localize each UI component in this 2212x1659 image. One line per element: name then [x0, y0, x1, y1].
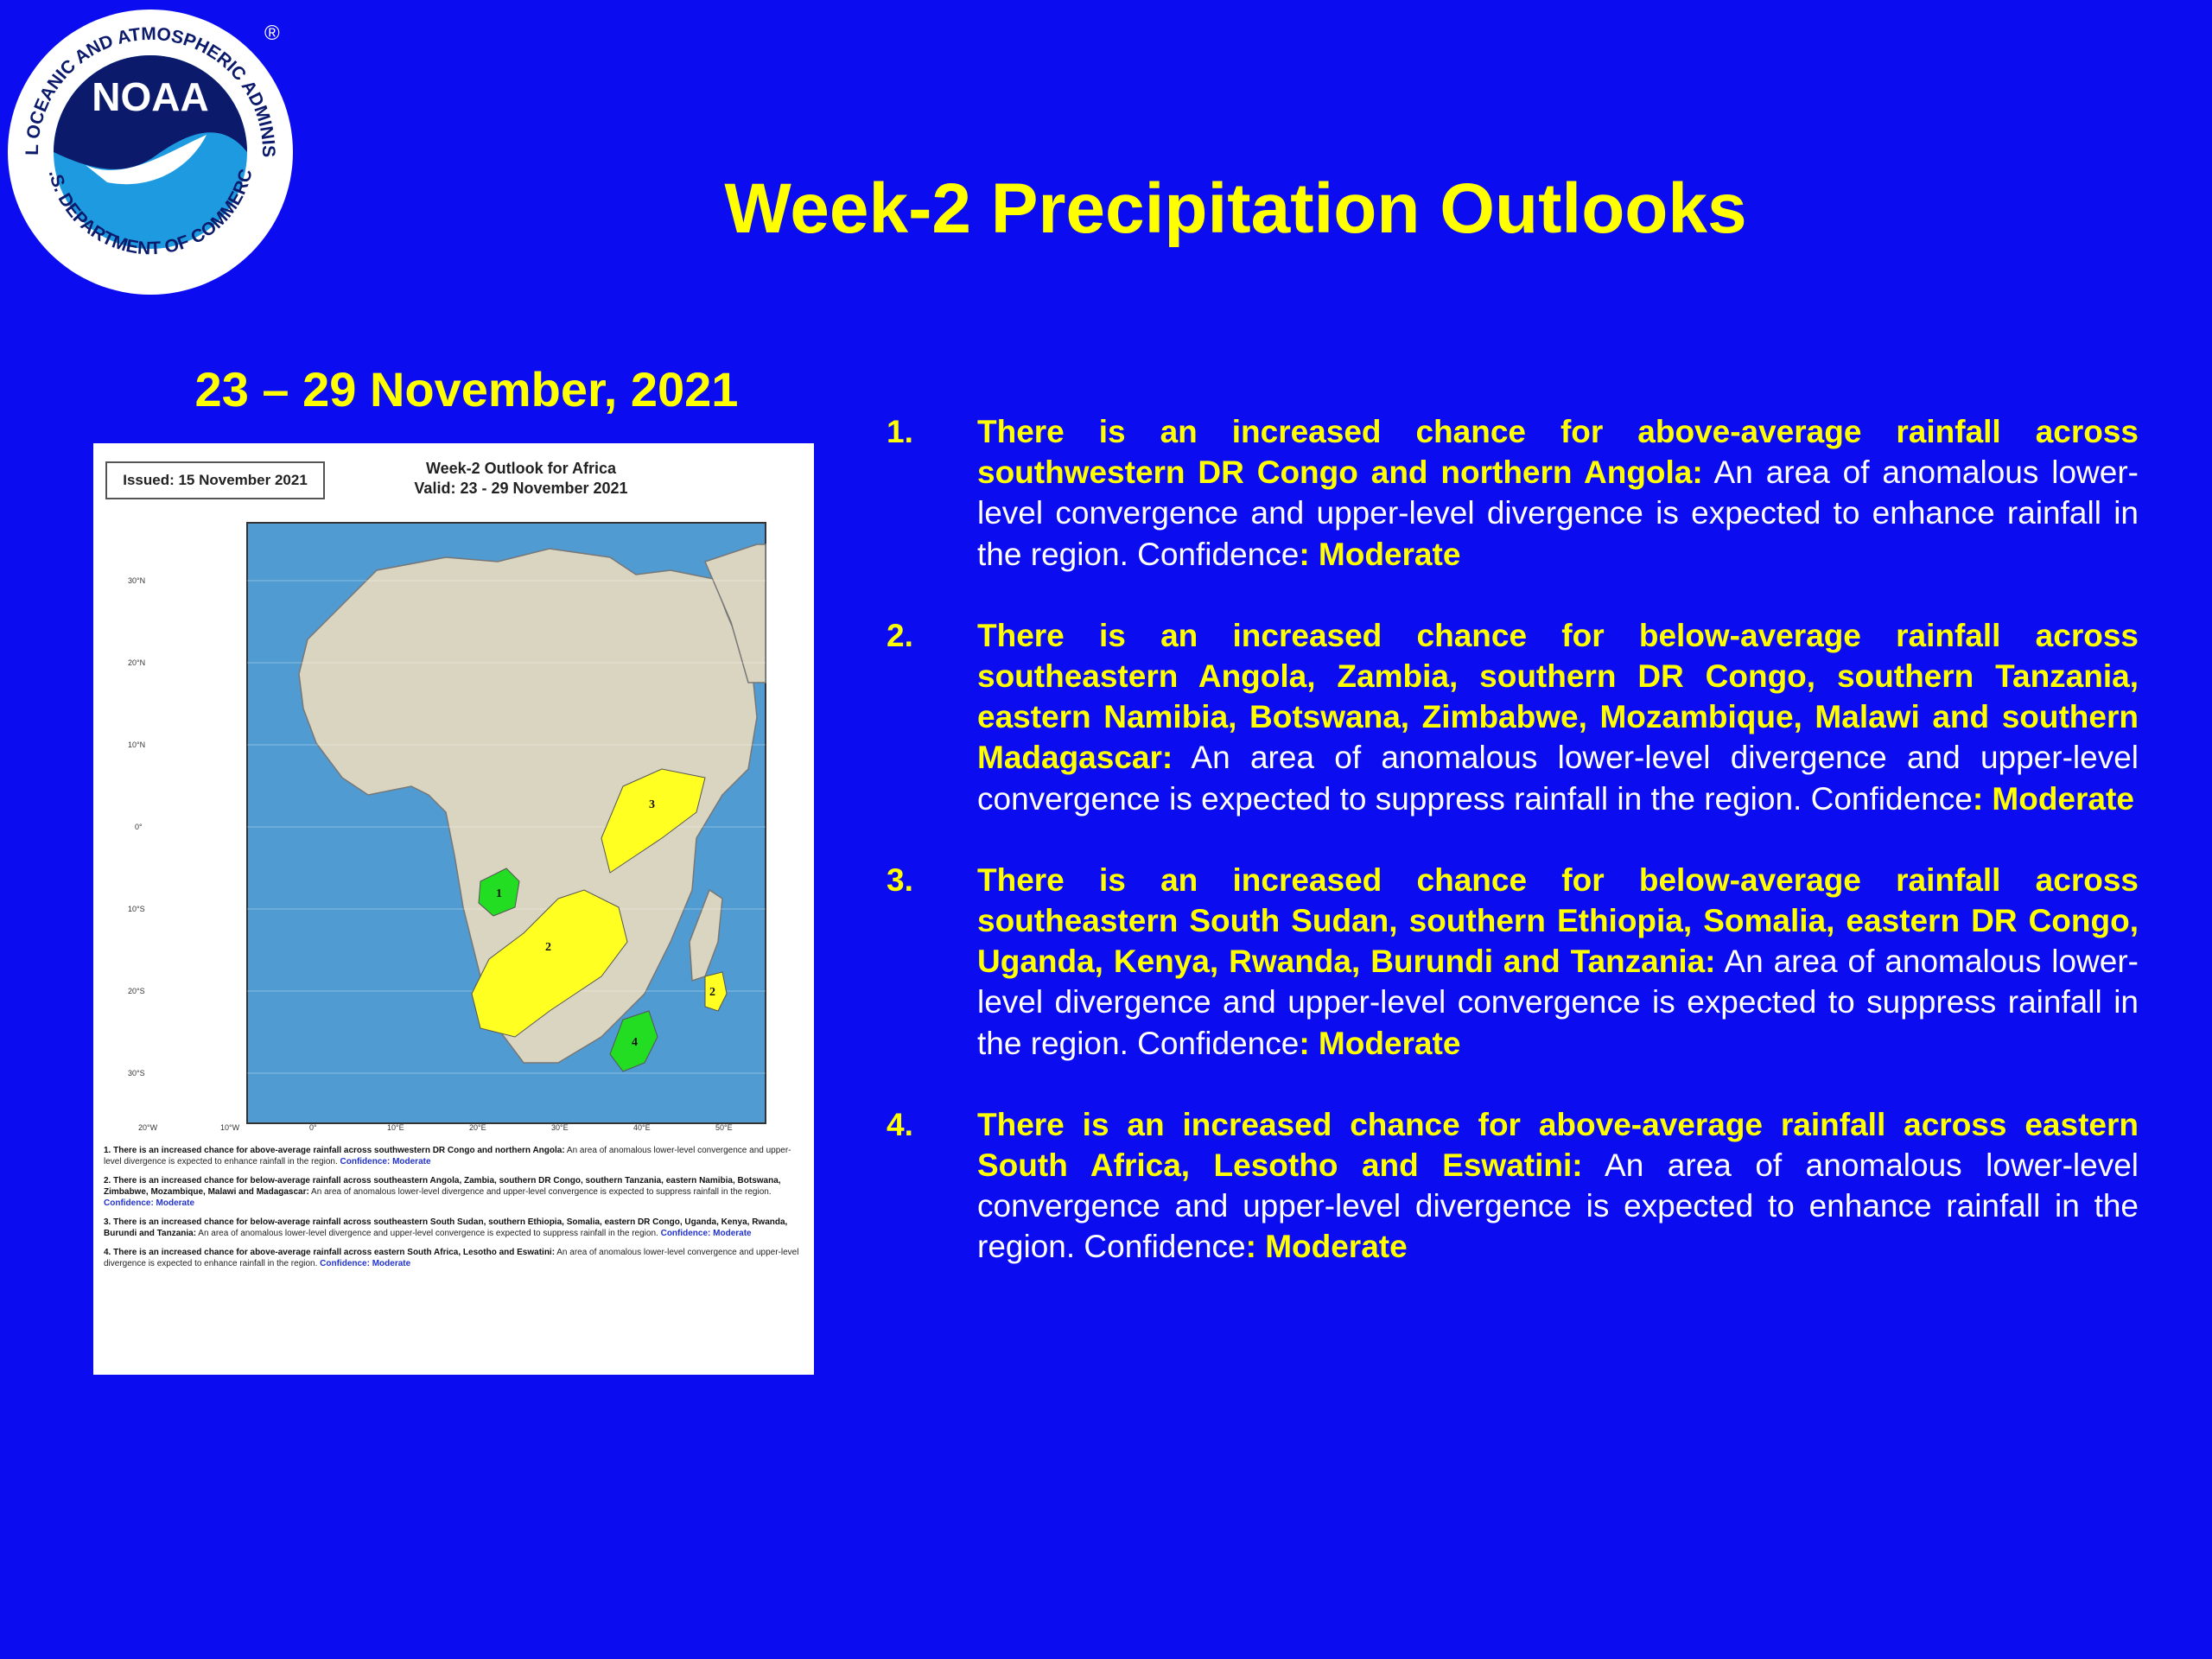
outlook-item: 4. There is an increased chance for abov…: [881, 1104, 2139, 1268]
region-label-1: 1: [496, 887, 502, 900]
lon-label: 30°E: [551, 1123, 569, 1132]
lon-label: 20°E: [469, 1123, 486, 1132]
figure-title-line1: Week-2 Outlook for Africa: [425, 460, 617, 477]
item-number: 3.: [887, 861, 913, 898]
lat-label: 30°N: [128, 576, 146, 585]
lat-label: 0°: [135, 823, 143, 831]
page-title: Week-2 Precipitation Outlooks: [724, 169, 1747, 248]
outlook-map-figure: Issued: 15 November 2021 Week-2 Outlook …: [93, 443, 814, 1375]
region-label-2b: 2: [709, 986, 715, 999]
date-range: 23 – 29 November, 2021: [194, 362, 739, 416]
outlook-list: 1. There is an increased chance for abov…: [881, 411, 2139, 1308]
lat-label: 20°N: [128, 658, 146, 667]
svg-text:®: ®: [264, 22, 280, 45]
lat-label: 20°S: [128, 987, 145, 995]
item-number: 1.: [887, 414, 913, 449]
noaa-logo: NOAA NATIONAL OCEANIC AND ATMOSPHERIC AD…: [3, 5, 293, 295]
region-label-2: 2: [545, 941, 551, 954]
lon-label: 10°E: [387, 1123, 404, 1132]
region-label-4: 4: [632, 1036, 638, 1049]
item-text: There is an increased chance for below-a…: [977, 861, 2139, 1061]
lat-label: 10°N: [128, 741, 146, 749]
item-text: There is an increased chance for above-a…: [977, 1106, 2139, 1265]
issued-date: Issued: 15 November 2021: [105, 461, 325, 499]
lon-label: 40°E: [633, 1123, 651, 1132]
lon-label: 50°E: [715, 1123, 733, 1132]
item-number: 4.: [887, 1106, 913, 1142]
figure-note: 1. There is an increased chance for abov…: [104, 1146, 791, 1166]
region-label-3: 3: [649, 798, 655, 811]
africa-map: 1 2 2 3 4: [246, 522, 766, 1124]
lon-label: 20°W: [138, 1123, 158, 1132]
figure-notes: 1. There is an increased chance for abov…: [104, 1145, 808, 1277]
lon-label: 0°: [309, 1123, 317, 1132]
figure-note: 2. There is an increased chance for belo…: [104, 1176, 781, 1208]
outlook-item: 3. There is an increased chance for belo…: [881, 860, 2139, 1064]
lon-label: 10°W: [220, 1123, 240, 1132]
outlook-item: 1. There is an increased chance for abov…: [881, 411, 2139, 575]
arabia: [703, 543, 766, 683]
figure-title: Week-2 Outlook for Africa Valid: 23 - 29…: [335, 459, 707, 499]
region-below-average-south: [471, 889, 628, 1038]
lat-label: 30°S: [128, 1069, 145, 1077]
item-text: There is an increased chance for below-a…: [977, 617, 2139, 817]
figure-title-line2: Valid: 23 - 29 November 2021: [414, 480, 628, 497]
svg-text:NOAA: NOAA: [92, 74, 208, 119]
region-above-average-congo: [478, 868, 520, 917]
lat-label: 10°S: [128, 905, 145, 913]
item-number: 2.: [887, 617, 913, 653]
region-below-average-madagascar: [704, 971, 728, 1012]
region-above-average-south-africa: [609, 1010, 658, 1072]
outlook-item: 2. There is an increased chance for belo…: [881, 615, 2139, 819]
figure-note: 3. There is an increased chance for belo…: [104, 1217, 788, 1238]
africa-landmass: [298, 548, 758, 1064]
region-below-average-east: [601, 768, 706, 874]
figure-note: 4. There is an increased chance for abov…: [104, 1248, 799, 1268]
item-text: There is an increased chance for above-a…: [977, 414, 2139, 572]
